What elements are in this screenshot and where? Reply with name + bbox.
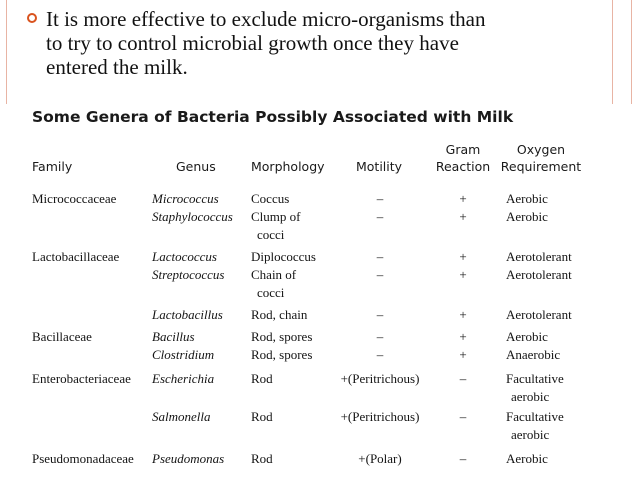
cell-motility: –: [376, 307, 384, 322]
cell-morphology: Rod: [251, 409, 273, 424]
cell-gram: –: [459, 409, 467, 424]
cell-morphology-line-2: cocci: [257, 285, 285, 300]
cell-oxygen: Aerotolerant: [506, 249, 572, 264]
cell-morphology: Rod: [251, 451, 273, 466]
cell-morphology: Coccus: [251, 191, 290, 206]
cell-genus: Lactococcus: [152, 249, 217, 264]
cell-motility: –: [376, 249, 384, 264]
cell-morphology: Rod, chain: [251, 307, 308, 322]
cell-genus: Streptococcus: [152, 267, 225, 282]
cell-motility: +(Polar): [358, 451, 402, 466]
cell-morphology: Rod: [251, 371, 273, 386]
cell-oxygen: Aerotolerant: [506, 267, 572, 282]
cell-gram: +: [459, 307, 467, 322]
circle-bullet-icon: [27, 13, 37, 23]
cell-oxygen: Aerobic: [506, 451, 548, 466]
bullet-point: It is more effective to exclude micro-or…: [27, 7, 602, 79]
cell-gram: +: [459, 191, 467, 206]
table-title: Some Genera of Bacteria Possibly Associa…: [32, 108, 514, 126]
cell-family: Micrococcaceae: [32, 191, 117, 206]
cell-motility: +(Peritrichous): [340, 371, 420, 386]
cell-family: Lactobacillaceae: [32, 249, 120, 264]
bullet-line-3: entered the milk.: [46, 55, 188, 79]
decorative-border-right-inner: [612, 0, 613, 104]
cell-morphology: Chain of: [251, 267, 297, 282]
cell-morphology: Rod, spores: [251, 347, 313, 362]
cell-genus: Micrococcus: [152, 191, 219, 206]
cell-family: Pseudomonadaceae: [32, 451, 134, 466]
cell-gram: +: [459, 249, 467, 264]
cell-morphology-line-2: cocci: [257, 227, 285, 242]
cell-gram: +: [459, 329, 467, 344]
cell-motility: –: [376, 191, 384, 206]
cell-oxygen-line-2: aerobic: [511, 427, 550, 442]
cell-family: Bacillaceae: [32, 329, 92, 344]
decorative-border-right-outer: [631, 0, 632, 104]
cell-gram: +: [459, 347, 467, 362]
cell-oxygen: Facultative: [506, 409, 564, 424]
header-motility: Motility: [356, 159, 403, 174]
cell-morphology: Rod, spores: [251, 329, 313, 344]
cell-motility: –: [376, 209, 384, 224]
cell-motility: –: [376, 347, 384, 362]
cell-genus: Staphylococcus: [152, 209, 233, 224]
header-gram-line-1: Gram: [445, 142, 481, 157]
cell-genus: Pseudomonas: [152, 451, 225, 466]
cell-oxygen: Aerotolerant: [506, 307, 572, 322]
cell-genus: Lactobacillus: [152, 307, 223, 322]
header-morphology: Morphology: [251, 159, 325, 174]
cell-gram: –: [459, 451, 467, 466]
cell-genus: Escherichia: [152, 371, 215, 386]
cell-oxygen: Aerobic: [506, 191, 548, 206]
cell-oxygen: Facultative: [506, 371, 564, 386]
cell-gram: +: [459, 209, 467, 224]
decorative-border-left: [6, 0, 7, 104]
cell-gram: +: [459, 267, 467, 282]
cell-oxygen: Aerobic: [506, 209, 548, 224]
header-oxygen-line-1: Oxygen: [516, 142, 566, 157]
cell-oxygen: Aerobic: [506, 329, 548, 344]
cell-motility: –: [376, 329, 384, 344]
cell-genus: Bacillus: [152, 329, 195, 344]
cell-genus: Clostridium: [152, 347, 215, 362]
cell-oxygen-line-2: aerobic: [511, 389, 550, 404]
cell-morphology: Diplococcus: [251, 249, 316, 264]
header-genus: Genus: [176, 159, 216, 174]
cell-genus: Salmonella: [152, 409, 211, 424]
cell-gram: –: [459, 371, 467, 386]
cell-morphology: Clump of: [251, 209, 301, 224]
header-family: Family: [32, 159, 73, 174]
bullet-line-2: to try to control microbial growth once …: [46, 31, 459, 55]
header-gram-line-2: Reaction: [435, 159, 491, 174]
header-oxygen-line-2: Requirement: [500, 159, 582, 174]
cell-motility: +(Peritrichous): [340, 409, 420, 424]
cell-oxygen: Anaerobic: [506, 347, 561, 362]
bullet-line-1: It is more effective to exclude micro-or…: [46, 7, 486, 31]
cell-motility: –: [376, 267, 384, 282]
cell-family: Enterobacteriaceae: [32, 371, 131, 386]
